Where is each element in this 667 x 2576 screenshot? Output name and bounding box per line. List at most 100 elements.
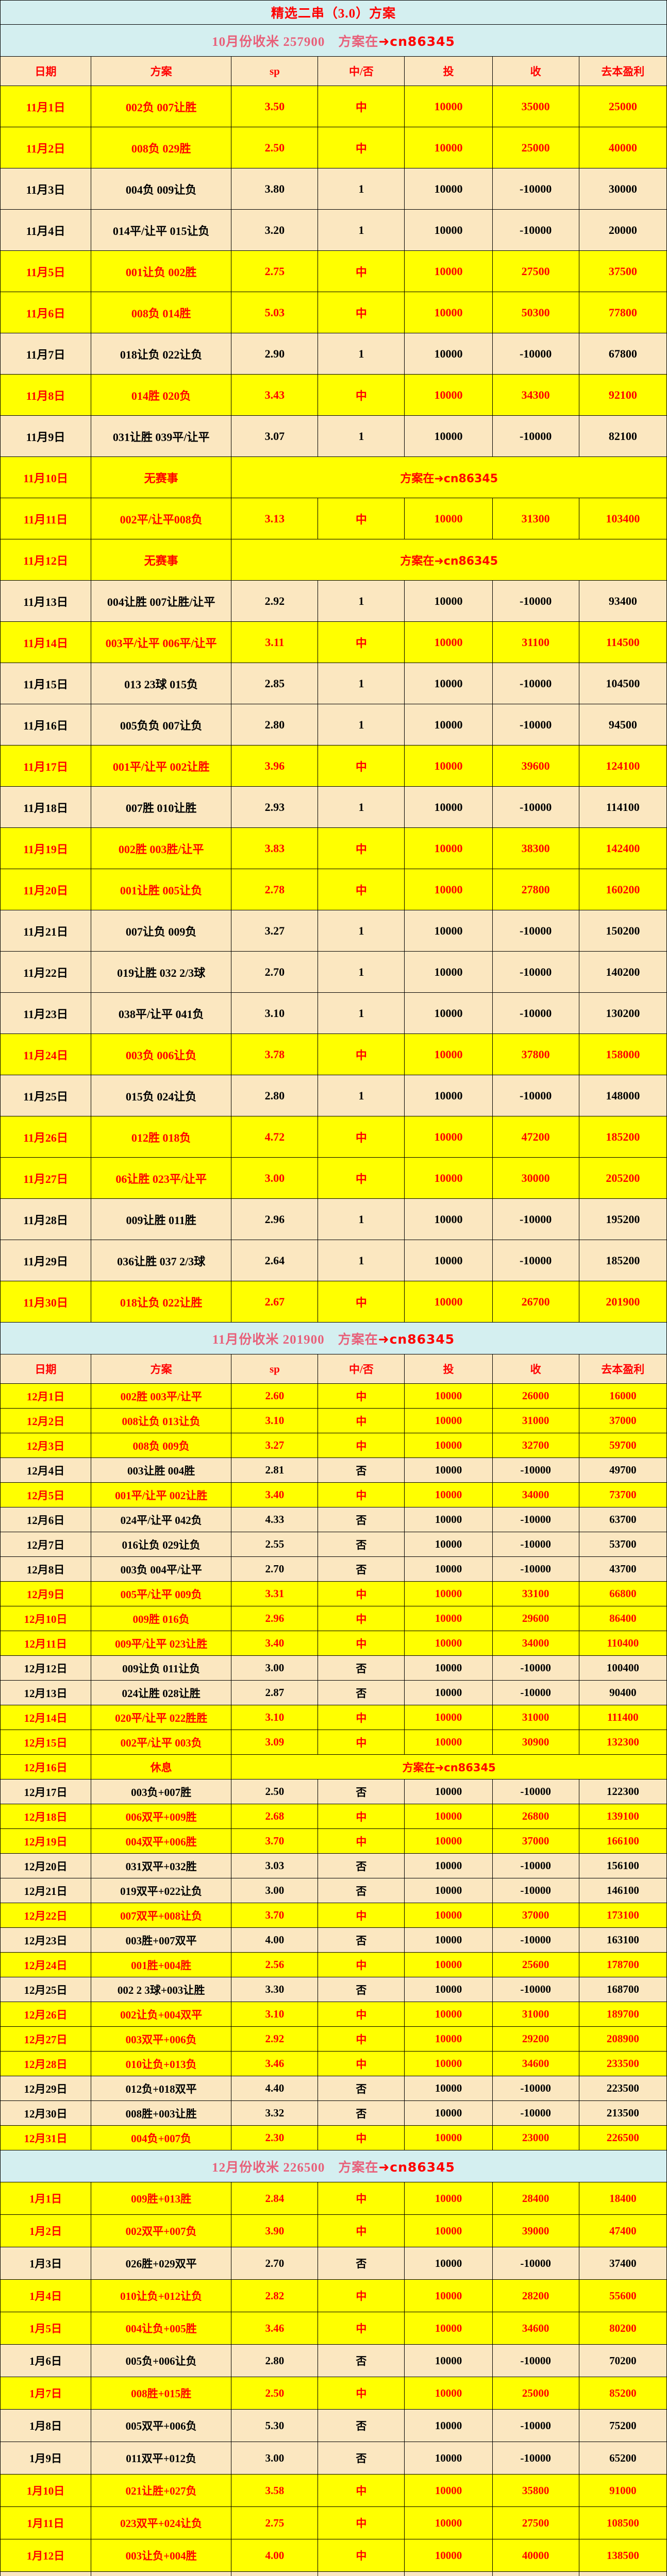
cell-return: -10000 — [492, 1458, 579, 1483]
cell-sp: 3.11 — [231, 621, 319, 663]
cell-bet: 10000 — [404, 1240, 493, 1281]
no-race-contact-message[interactable]: 方案在➜cn86345 — [231, 539, 667, 581]
cell-profit: 110400 — [578, 1631, 667, 1656]
cell-return: -10000 — [492, 1240, 579, 1281]
cell-return: -10000 — [492, 1198, 579, 1240]
cell-plan: 010让负+012让负 — [90, 2279, 232, 2312]
december-summary-contact[interactable]: ➜cn86345 — [378, 2159, 455, 2175]
table-row: 12月31日 004负+007负 2.30 中 10000 23000 226500 — [0, 2125, 667, 2150]
cell-bet: 10000 — [404, 2442, 493, 2475]
cell-profit: 80200 — [578, 2312, 667, 2345]
cell-bet: 10000 — [404, 910, 493, 952]
cell-return: 34600 — [492, 2051, 579, 2076]
table-row: 1月1日 009胜+013胜 2.84 中 10000 28400 18400 — [0, 2182, 667, 2215]
cell-hit-status: 中 — [318, 2002, 405, 2027]
table-row: 11月29日 036让胜 037 2/3球 2.64 1 10000 -10000 1852… — [0, 1240, 667, 1281]
cell-plan: 06让胜 023平/让平 — [90, 1157, 232, 1199]
cell-profit: 132300 — [578, 1730, 667, 1755]
cell-sp: 3.09 — [231, 1730, 319, 1755]
cell-date: 1月9日 — [0, 2442, 91, 2475]
cell-date: 11月8日 — [0, 374, 91, 416]
cell-return: 29600 — [492, 1606, 579, 1631]
cell-return: 31100 — [492, 621, 579, 663]
cell-profit: 25000 — [578, 86, 667, 127]
cell-date: 11月19日 — [0, 827, 91, 869]
cell-return: -10000 — [492, 2344, 579, 2377]
cell-return: -10000 — [492, 2409, 579, 2442]
cell-plan: 003让胜 004胜 — [90, 1458, 232, 1483]
cell-bet: 10000 — [404, 2002, 493, 2027]
cell-sp: 2.85 — [231, 663, 319, 704]
cell-bet: 10000 — [404, 86, 493, 127]
cell-date: 11月20日 — [0, 869, 91, 910]
table-row: 12月7日 016让负 029让负 2.55 否 10000 -10000 53700 — [0, 1532, 667, 1557]
cell-hit-status: 中 — [318, 1033, 405, 1075]
cell-sp: 3.70 — [231, 1903, 319, 1928]
cell-date: 12月5日 — [0, 1482, 91, 1507]
october-summary-text: 10月份收米 257900 方案在 — [212, 35, 379, 49]
table-row: 11月23日 038平/让平 041负 3.10 1 10000 -10000 130200 — [0, 992, 667, 1034]
table-row: 11月26日 012胜 018负 4.72 中 10000 47200 185200 — [0, 1116, 667, 1158]
cell-bet: 10000 — [404, 1482, 493, 1507]
cell-hit-status: 1 — [318, 704, 405, 745]
no-race-contact-message[interactable]: 方案在➜cn86345 — [231, 456, 667, 498]
cell-bet: 10000 — [404, 580, 493, 622]
cell-profit: 189700 — [578, 2002, 667, 2027]
cell-profit: 158000 — [578, 1033, 667, 1075]
cell-profit: 130200 — [578, 992, 667, 1034]
cell-return: 27500 — [492, 250, 579, 292]
cell-return: -10000 — [492, 1655, 579, 1681]
cell-plan: 001让胜 005让负 — [90, 869, 232, 910]
cell-hit-status: 否 — [318, 2409, 405, 2442]
cell-profit: 66800 — [578, 1581, 667, 1606]
cell-sp: 3.00 — [231, 1157, 319, 1199]
cell-plan: 009胜+013胜 — [90, 2182, 232, 2215]
cell-bet: 10000 — [404, 745, 493, 787]
cell-profit: 86400 — [578, 1606, 667, 1631]
cell-profit: 55600 — [578, 2279, 667, 2312]
column-header-bet: 投 — [404, 1354, 493, 1384]
cell-return: -10000 — [492, 580, 579, 622]
table-row: 12月5日 001平/让平 002让胜 3.40 中 10000 34000 73700 — [0, 1482, 667, 1507]
table-row: 12月17日 003负+007胜 2.50 否 10000 -10000 122300 — [0, 1779, 667, 1804]
cell-bet: 10000 — [404, 1383, 493, 1409]
cell-plan: 010让负+013负 — [90, 2051, 232, 2076]
cell-hit-status: 中 — [318, 745, 405, 787]
cell-hit-status: 中 — [318, 2377, 405, 2410]
column-header-bet: 投 — [404, 56, 493, 86]
november-summary-contact[interactable]: ➜cn86345 — [378, 1331, 455, 1347]
cell-date: 12月1日 — [0, 1383, 91, 1409]
column-header-ret: 收 — [492, 56, 579, 86]
cell-return: 31300 — [492, 498, 579, 539]
cell-date: 12月28日 — [0, 2051, 91, 2076]
cell-plan: 031双平+032胜 — [90, 1853, 232, 1878]
cell-date: 12月20日 — [0, 1853, 91, 1878]
no-race-contact-message[interactable]: 方案在➜cn86345 — [231, 1754, 667, 1780]
cell-bet: 10000 — [404, 2214, 493, 2247]
cell-return: -10000 — [492, 951, 579, 993]
cell-profit: 77800 — [578, 292, 667, 333]
cell-bet: 10000 — [404, 1556, 493, 1582]
cell-date: 11月16日 — [0, 704, 91, 745]
cell-hit-status: 否 — [318, 1532, 405, 1557]
table-row: 1月7日 008胜+015胜 2.50 中 10000 25000 85200 — [0, 2377, 667, 2410]
cell-bet: 10000 — [404, 2100, 493, 2126]
cell-hit-status: 中 — [318, 2026, 405, 2052]
cell-hit-status: 否 — [318, 1878, 405, 1903]
cell-profit: 75200 — [578, 2409, 667, 2442]
cell-profit: 128500 — [578, 2571, 667, 2576]
cell-hit-status: 中 — [318, 1581, 405, 1606]
cell-date: 11月5日 — [0, 250, 91, 292]
cell-return: -10000 — [492, 786, 579, 828]
cell-return: 25600 — [492, 1952, 579, 1977]
cell-profit: 142400 — [578, 827, 667, 869]
cell-bet: 10000 — [404, 1281, 493, 1323]
table-row: 11月22日 019让胜 032 2/3球 2.70 1 10000 -10000 1402… — [0, 951, 667, 993]
cell-sp: 2.82 — [231, 2279, 319, 2312]
cell-bet: 10000 — [404, 250, 493, 292]
cell-date: 12月25日 — [0, 1977, 91, 2002]
cell-hit-status: 否 — [318, 2344, 405, 2377]
cell-bet: 10000 — [404, 2571, 493, 2576]
october-summary-contact[interactable]: ➜cn86345 — [378, 33, 455, 49]
